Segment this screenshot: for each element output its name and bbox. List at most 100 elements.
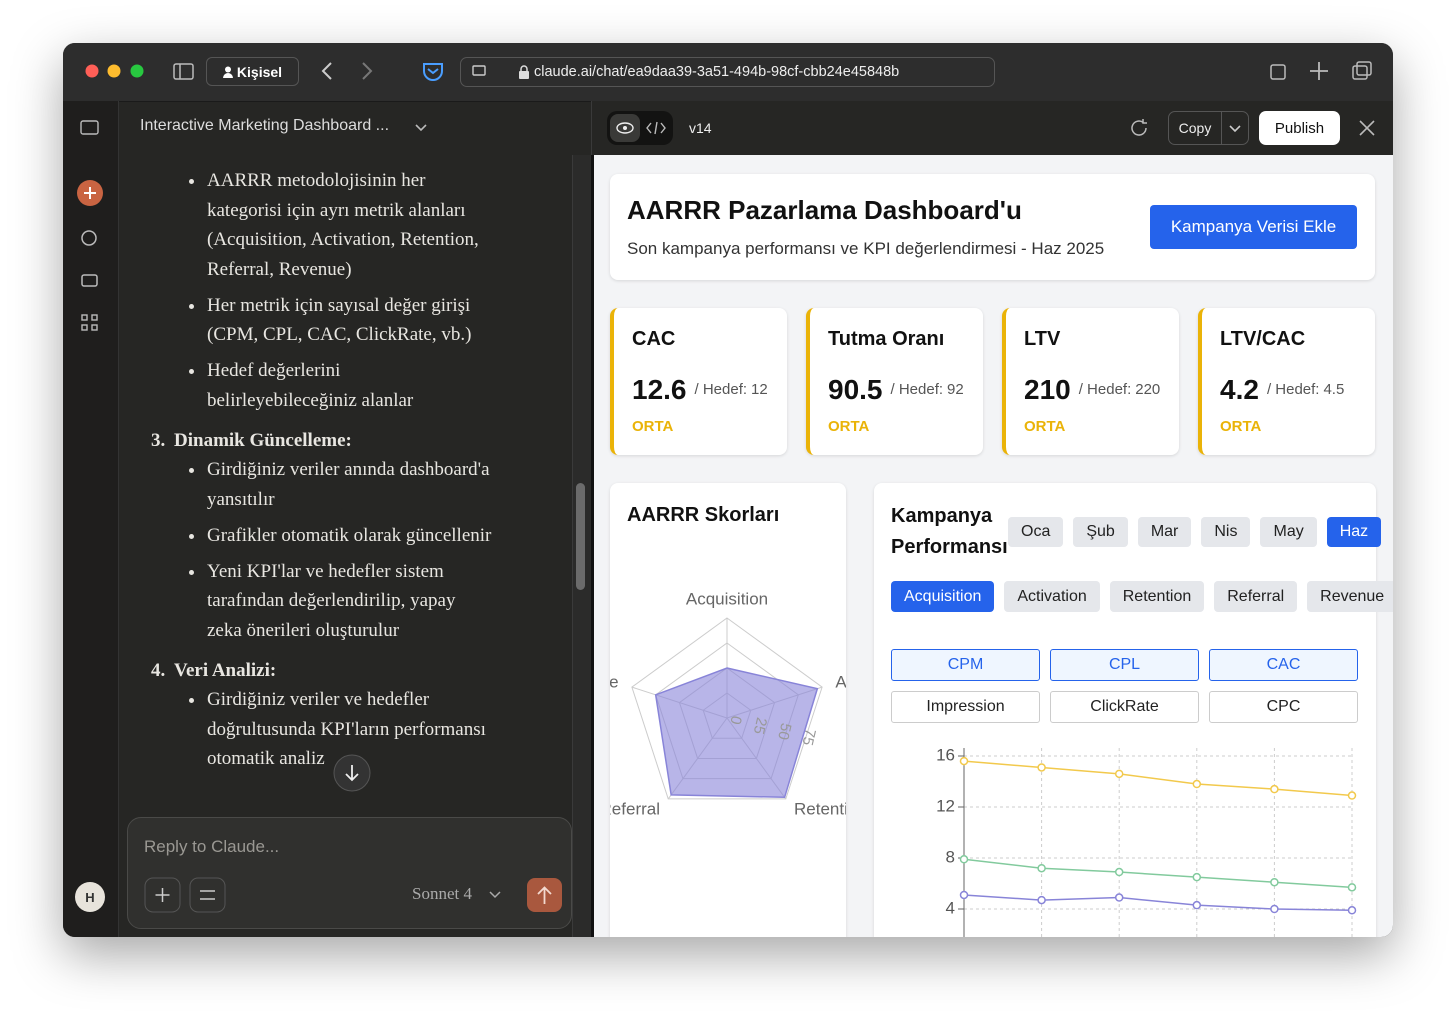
kpi-status: ORTA [1220, 418, 1262, 435]
numbered-heading: 4. Veri Analizi: [150, 656, 572, 686]
y-tick-label: 16 [936, 745, 955, 764]
dashboard-title: AARRR Pazarlama Dashboard'u [627, 195, 1022, 225]
minimize-button[interactable] [107, 64, 121, 78]
month-button[interactable]: Mar [1137, 517, 1192, 547]
kpi-name: CAC [632, 328, 676, 350]
numbered-heading: 3. Dinamik Güncelleme: [150, 426, 572, 456]
chart-title: AARRR Skorları [627, 504, 780, 526]
kpi-row: 90.5 / Hedef: 92 [828, 368, 973, 412]
radar-chart: Acquisition Activation Retention Referral Re… [610, 589, 846, 819]
bullet-item: Her metrik için sayısal değer girişi (CP… [150, 291, 492, 350]
forward-button[interactable] [362, 62, 373, 80]
month-button[interactable]: May [1260, 517, 1317, 547]
artifacts-icon[interactable] [81, 314, 98, 331]
month-button[interactable]: Şub [1073, 517, 1128, 547]
tools-button[interactable] [189, 877, 226, 913]
radius-tick-label: 75 [798, 727, 818, 747]
url-bar[interactable]: claude.ai/chat/ea9daa39-3a51-494b-98cf-c… [460, 57, 995, 87]
reload-button[interactable] [1129, 117, 1151, 139]
sidebar-toggle[interactable] [173, 63, 194, 80]
month-button[interactable]: Nis [1201, 517, 1251, 547]
data-point [959, 855, 969, 864]
model-selector[interactable]: Sonnet 4 [412, 884, 472, 903]
metric-button[interactable]: CPC [1209, 691, 1358, 723]
new-tab-button[interactable] [1310, 62, 1328, 80]
composer: Reply to Claude... Sonnet 4 [127, 817, 572, 929]
kpi-row: 12.6 / Hedef: 12 [632, 368, 777, 412]
stage-tab[interactable]: Activation [1004, 581, 1100, 612]
icon-line [200, 890, 215, 900]
metric-button[interactable]: Impression [891, 691, 1040, 723]
data-point [1270, 784, 1279, 794]
url-text: claude.ai/chat/ea9daa39-3a51-494b-98cf-c… [534, 64, 900, 80]
bullet-item: Girdiğiniz veriler anında dashboard'a ya… [150, 455, 492, 514]
scroll-down-button[interactable] [333, 754, 371, 792]
chevron [489, 891, 501, 899]
browser-window: Kişisel claude.ai/chat/ea9daa39-3a51-494… [63, 43, 1393, 937]
month-button[interactable]: Haz [1326, 517, 1382, 547]
pocket-icon[interactable] [423, 63, 443, 81]
list-number: 3. [151, 429, 166, 451]
stage-tab[interactable]: Referral [1214, 581, 1298, 612]
stage-tab[interactable]: Retention [1109, 581, 1205, 612]
avatar[interactable] [75, 882, 105, 912]
attach-button[interactable] [144, 877, 181, 913]
title-bar: Kişisel claude.ai/chat/ea9daa39-3a51-494… [63, 43, 1393, 102]
bullet-item: Yeni KPI'lar ve hedefler sistem tarafınd… [150, 557, 492, 646]
stage-tab[interactable]: Acquisition [891, 581, 995, 612]
bullet-item: Girdiğiniz veriler ve hedefler doğrultus… [150, 685, 492, 774]
tabs-button[interactable] [1352, 65, 1368, 80]
data-point [1114, 893, 1124, 902]
series-line [963, 894, 1353, 912]
icon-rail: H [63, 101, 119, 937]
series-line [963, 760, 1353, 797]
zoom-button[interactable] [130, 64, 144, 78]
month-button[interactable]: Oca [1008, 517, 1064, 547]
metric-buttons: CPM CPL CAC Impression ClickRate CPC [891, 649, 1358, 723]
projects-icon[interactable] [81, 274, 98, 287]
data-point [1347, 906, 1357, 915]
data-point [1114, 769, 1124, 779]
chat-title[interactable]: Interactive Marketing Dashboard ... [140, 117, 390, 134]
profile-name: Kişisel [236, 63, 283, 80]
metric-button-selected[interactable]: CPM [891, 649, 1040, 681]
stage-tab[interactable]: Revenue [1307, 581, 1393, 612]
metric-button-selected[interactable]: CAC [1209, 649, 1358, 681]
publish-button[interactable]: Publish [1259, 111, 1340, 145]
header-card: AARRR Pazarlama Dashboard'u Son kampanya… [610, 174, 1375, 280]
line-card: Kampanya Performansı Oca Şub Mar Nis May Haz Ac… [874, 483, 1393, 937]
kpi-status: ORTA [828, 418, 870, 435]
close-artifact-button[interactable] [1358, 119, 1376, 137]
sidebar-icon[interactable] [80, 120, 99, 135]
kpi-name: Tutma Oranı [828, 328, 945, 350]
chats-icon[interactable] [81, 230, 97, 246]
share-button[interactable] [1270, 64, 1286, 80]
metric-button-selected[interactable]: CPL [1050, 649, 1199, 681]
kpi-card: Tutma Oranı 90.5 / Hedef: 92 ORTA [806, 308, 983, 455]
radius-tick-label: 0 [726, 714, 744, 726]
close-button[interactable] [85, 64, 99, 78]
composer-input[interactable]: Reply to Claude... [144, 837, 280, 856]
kpi-card: CAC 12.6 / Hedef: 12 ORTA [610, 308, 787, 455]
kpi-target: / Hedef: 4.5 [1267, 379, 1365, 401]
series-line [963, 858, 1353, 889]
copy-menu-button[interactable] [1228, 124, 1242, 134]
grid-ring [631, 617, 823, 800]
axis-label: Revenue [610, 672, 619, 691]
data-point [1270, 877, 1279, 887]
metric-button[interactable]: ClickRate [1050, 691, 1199, 723]
profile-button[interactable]: Kişisel [206, 57, 299, 86]
scrollbar-thumb[interactable] [576, 483, 585, 590]
version-label[interactable]: v14 [689, 120, 712, 136]
copy-button[interactable]: Copy [1169, 112, 1222, 144]
add-data-button[interactable]: Kampanya Verisi Ekle [1150, 205, 1357, 249]
back-button[interactable] [321, 62, 332, 80]
code-button[interactable] [646, 121, 666, 135]
target-value: 4.5 [1323, 381, 1345, 398]
axis-label: Activation [835, 672, 846, 691]
axis-label: Referral [610, 800, 660, 819]
artifact-toolbar: v14 Copy Publish [591, 101, 1393, 155]
kpi-status: ORTA [632, 418, 674, 435]
icon-line [537, 886, 552, 904]
view-toggle [607, 111, 673, 145]
